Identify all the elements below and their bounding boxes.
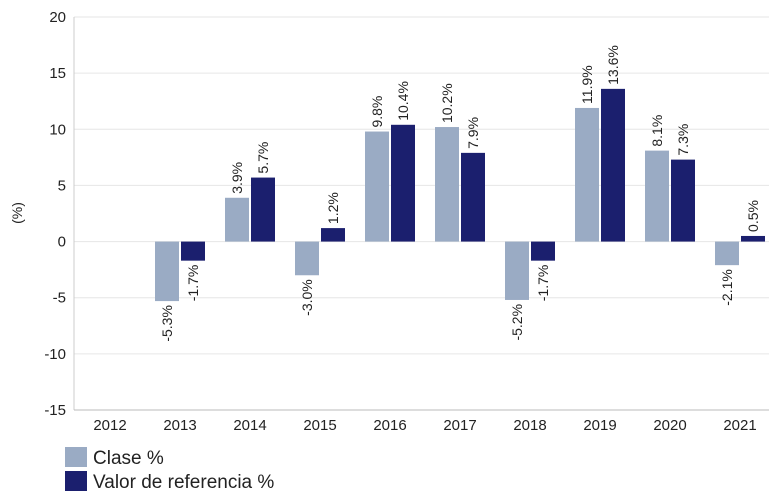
value-label: -3.0% <box>299 279 315 316</box>
value-label: 1.2% <box>325 192 341 224</box>
bar <box>671 159 695 242</box>
bar <box>601 88 625 242</box>
x-tick-label: 2021 <box>723 417 756 434</box>
bar <box>365 131 389 242</box>
bar <box>435 127 459 242</box>
x-tick-label: 2014 <box>233 417 266 434</box>
bar <box>155 241 179 302</box>
value-label: 5.7% <box>255 142 271 174</box>
bar <box>575 107 599 242</box>
x-tick-label: 2015 <box>303 417 336 434</box>
legend-swatch <box>65 471 87 491</box>
y-tick-label: 20 <box>49 9 66 26</box>
bar <box>461 152 485 242</box>
y-axis-label: (%) <box>9 202 25 224</box>
y-tick-label: 10 <box>49 121 66 138</box>
y-tick-label: 5 <box>58 177 66 194</box>
bar <box>741 235 765 242</box>
value-label: -5.3% <box>159 305 175 342</box>
value-label: -1.7% <box>185 265 201 302</box>
x-tick-label: 2020 <box>653 417 686 434</box>
x-tick-label: 2012 <box>93 417 126 434</box>
bar <box>391 124 415 242</box>
value-label: 10.4% <box>395 81 411 121</box>
bar <box>321 228 345 242</box>
value-label: 7.9% <box>465 117 481 149</box>
bar <box>181 241 205 261</box>
x-tick-label: 2017 <box>443 417 476 434</box>
x-tick-label: 2016 <box>373 417 406 434</box>
x-tick-label: 2018 <box>513 417 546 434</box>
y-tick-label: 15 <box>49 65 66 82</box>
value-label: 0.5% <box>745 200 761 232</box>
x-tick-label: 2019 <box>583 417 616 434</box>
y-tick-label: 0 <box>58 234 66 251</box>
y-tick-label: -5 <box>53 290 66 307</box>
bar <box>645 150 669 242</box>
legend-label: Valor de referencia % <box>93 472 274 492</box>
value-label: -5.2% <box>509 304 525 341</box>
value-label: 9.8% <box>369 96 385 128</box>
legend-swatch <box>65 447 87 467</box>
value-label: 7.3% <box>675 124 691 156</box>
legend-label: Clase % <box>93 448 164 469</box>
value-label: 10.2% <box>439 83 455 123</box>
value-label: -2.1% <box>719 269 735 306</box>
bar <box>715 241 739 266</box>
bar <box>295 241 319 276</box>
y-tick-label: -15 <box>44 402 66 419</box>
y-tick-label: -10 <box>44 346 66 363</box>
value-label: 3.9% <box>229 162 245 194</box>
value-label: 11.9% <box>579 65 595 104</box>
bar <box>251 177 275 242</box>
bar <box>531 241 555 261</box>
bar <box>505 241 529 300</box>
x-tick-label: 2013 <box>163 417 196 434</box>
value-label: 13.6% <box>605 45 621 85</box>
value-label: -1.7% <box>535 265 551 302</box>
bar <box>225 197 249 242</box>
value-label: 8.1% <box>649 115 665 147</box>
